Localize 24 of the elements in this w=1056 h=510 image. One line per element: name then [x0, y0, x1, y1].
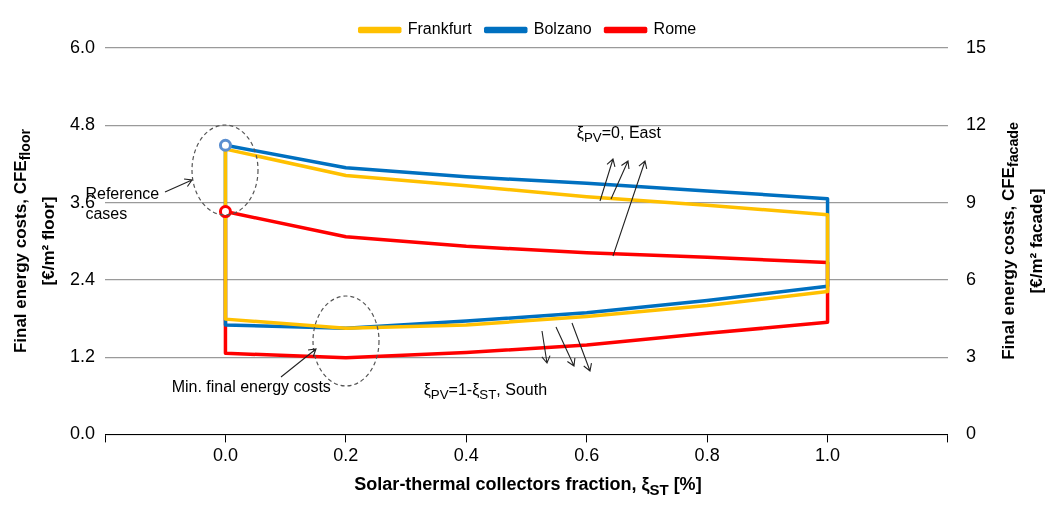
annotation: ξ$_{PV}$=1-ξ$_{ST}$, South	[423, 380, 549, 405]
legend-label: Bolzano	[533, 20, 592, 38]
x-axis-title: Solar-thermal collectors fraction, ξ$_{ST}$ [%]	[353, 474, 703, 498]
y2-tick-label: 3	[965, 346, 976, 367]
y-tick-label: 6.0	[69, 36, 96, 57]
x-tick-label: 0.4	[453, 445, 479, 466]
x-tick-label: 1.0	[815, 445, 841, 466]
x-tick-label: 0.2	[333, 445, 359, 466]
legend-label: Rome	[653, 20, 697, 38]
y2-tick-label: 15	[965, 36, 987, 57]
y-tick-label: 4.8	[69, 114, 96, 135]
y2-tick-label: 6	[965, 268, 976, 289]
y2-tick-label: 9	[965, 191, 976, 212]
y2-tick-label: 0	[965, 423, 976, 444]
annotation: ξ$_{PV}$=0, East	[576, 122, 662, 147]
x-tick-label: 0.0	[212, 445, 238, 466]
y2-tick-label: 12	[965, 114, 987, 135]
y-tick-label: 1.2	[69, 346, 96, 367]
x-tick-label: 0.8	[694, 445, 720, 466]
y-tick-label: 0.0	[69, 423, 96, 444]
x-tick-label: 0.6	[574, 445, 600, 466]
y-tick-label: 2.4	[69, 268, 96, 289]
annotation: Min. final energy costs	[170, 377, 331, 397]
legend-label: Frankfurt	[407, 20, 473, 38]
